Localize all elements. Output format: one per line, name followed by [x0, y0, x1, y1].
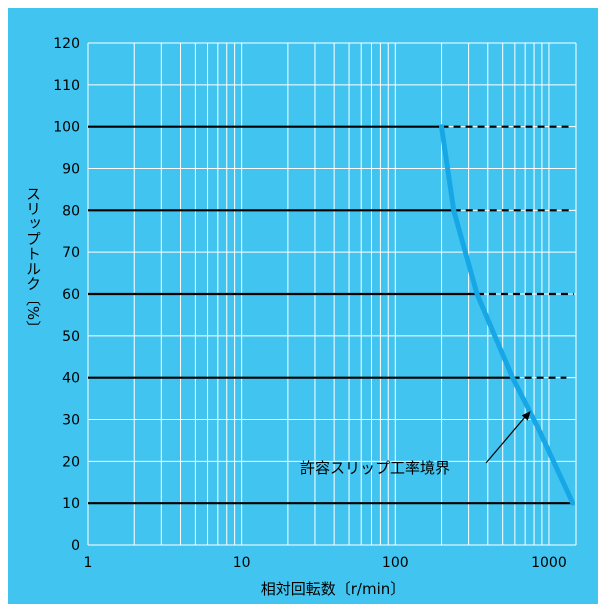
chart-container: 0 10 20 30 40 50 60 70 80 90 100 110 120 1 10 100 1000 許…: [8, 8, 598, 604]
y-tick-label: 80: [62, 203, 80, 219]
boundary-curve: [439, 124, 576, 506]
annotation-label: 許容スリップ工率境界: [300, 459, 450, 477]
series: [439, 124, 576, 506]
y-tick-label: 20: [62, 454, 80, 470]
annotation-arrowhead: [521, 411, 531, 421]
annotation-group: 許容スリップ工率境界: [300, 411, 531, 477]
y-tick-label: 50: [62, 329, 80, 345]
y-tick-label: 100: [53, 120, 80, 136]
y-tick-label: 40: [62, 371, 80, 387]
annotation-arrow: [485, 414, 528, 464]
y-tick-label: 30: [62, 413, 80, 429]
y-tick-label: 110: [53, 78, 80, 94]
y-tick-label: 90: [62, 162, 80, 178]
x-axis-label: 相対回転数〔r/min〕: [261, 580, 406, 598]
y-tick-label: 60: [62, 287, 80, 303]
y-axis-label: スリップトルク〔%〕: [24, 186, 42, 335]
y-tick-label: 70: [62, 245, 80, 261]
y-tick-label: 120: [53, 36, 80, 52]
reference-lines: [88, 125, 574, 505]
y-tick-label: 0: [71, 538, 80, 554]
plot-background: [8, 8, 598, 604]
y-tick-label: 10: [62, 496, 80, 512]
x-tick-label: 10: [233, 555, 251, 571]
x-tick-label: 1: [84, 555, 93, 571]
x-tick-label: 1000: [531, 555, 567, 571]
x-tick-label: 100: [382, 555, 409, 571]
